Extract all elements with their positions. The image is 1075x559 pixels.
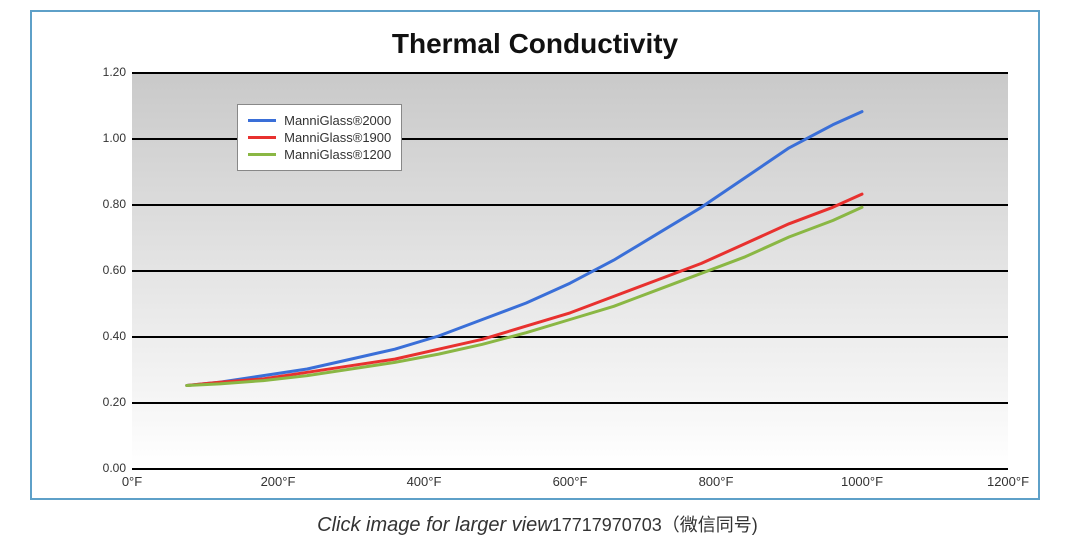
caption-main: Click image for larger view (317, 514, 552, 536)
y-tick-label: 0.40 (103, 329, 126, 343)
caption: Click image for larger view17717970703（微… (0, 511, 1075, 537)
legend-label: ManniGlass®1200 (284, 147, 391, 162)
x-tick-label: 400°F (407, 474, 442, 489)
legend: ManniGlass®2000 ManniGlass®1900 ManniGlass… (237, 104, 402, 171)
legend-swatch (248, 136, 276, 139)
legend-item: ManniGlass®1200 (248, 147, 391, 162)
page-root: Thermal Conductivity Apparent Thermal Co… (0, 0, 1075, 559)
legend-swatch (248, 119, 276, 122)
plot-area: 0.000.200.400.600.801.001.20 0°F200°F400… (132, 72, 1008, 468)
x-tick-label: 1000°F (841, 474, 883, 489)
legend-item: ManniGlass®1900 (248, 130, 391, 145)
y-tick-label: 0.20 (103, 395, 126, 409)
series-line (187, 207, 862, 385)
legend-item: ManniGlass®2000 (248, 113, 391, 128)
y-tick-label: 1.00 (103, 131, 126, 145)
y-tick-label: 0.00 (103, 461, 126, 475)
y-tick-label: 0.60 (103, 263, 126, 277)
x-tick-label: 1200°F (987, 474, 1029, 489)
legend-label: ManniGlass®1900 (284, 130, 391, 145)
legend-swatch (248, 153, 276, 156)
x-tick-label: 600°F (553, 474, 588, 489)
grid-line (132, 468, 1008, 470)
x-tick-label: 800°F (699, 474, 734, 489)
x-tick-label: 0°F (122, 474, 142, 489)
series-line (187, 194, 862, 385)
legend-label: ManniGlass®2000 (284, 113, 391, 128)
chart-frame[interactable]: Thermal Conductivity Apparent Thermal Co… (30, 10, 1040, 500)
y-tick-label: 1.20 (103, 65, 126, 79)
chart-title: Thermal Conductivity (32, 28, 1038, 60)
x-tick-label: 200°F (261, 474, 296, 489)
y-tick-label: 0.80 (103, 197, 126, 211)
caption-tail: 17717970703（微信同号) (552, 515, 758, 535)
